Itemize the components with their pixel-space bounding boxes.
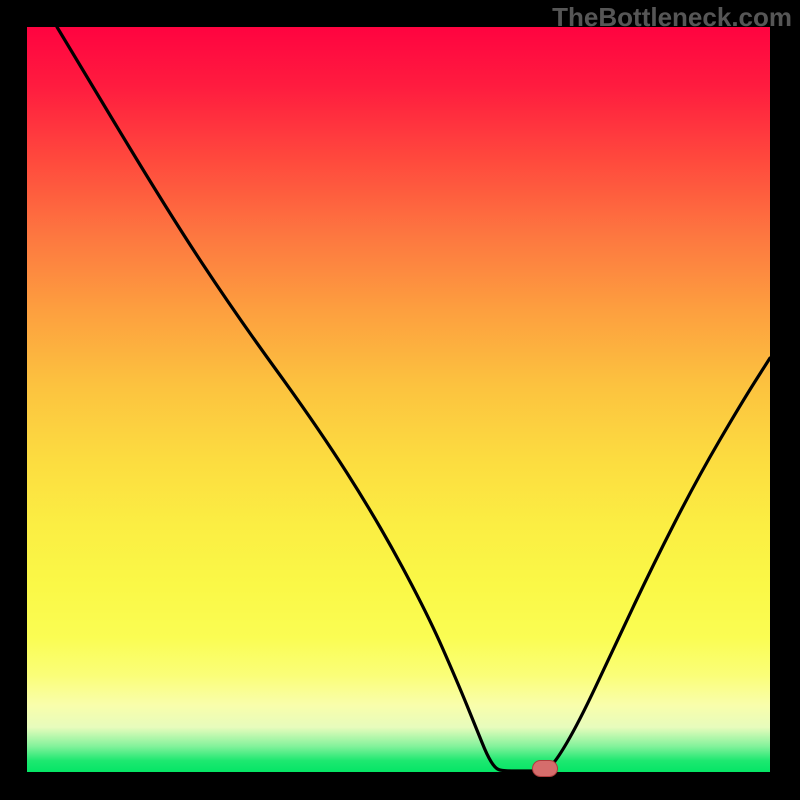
plot-area (27, 27, 770, 772)
bottleneck-marker (532, 760, 558, 777)
bottleneck-curve (27, 27, 770, 772)
chart-container: TheBottleneck.com (0, 0, 800, 800)
watermark-text: TheBottleneck.com (552, 2, 792, 33)
